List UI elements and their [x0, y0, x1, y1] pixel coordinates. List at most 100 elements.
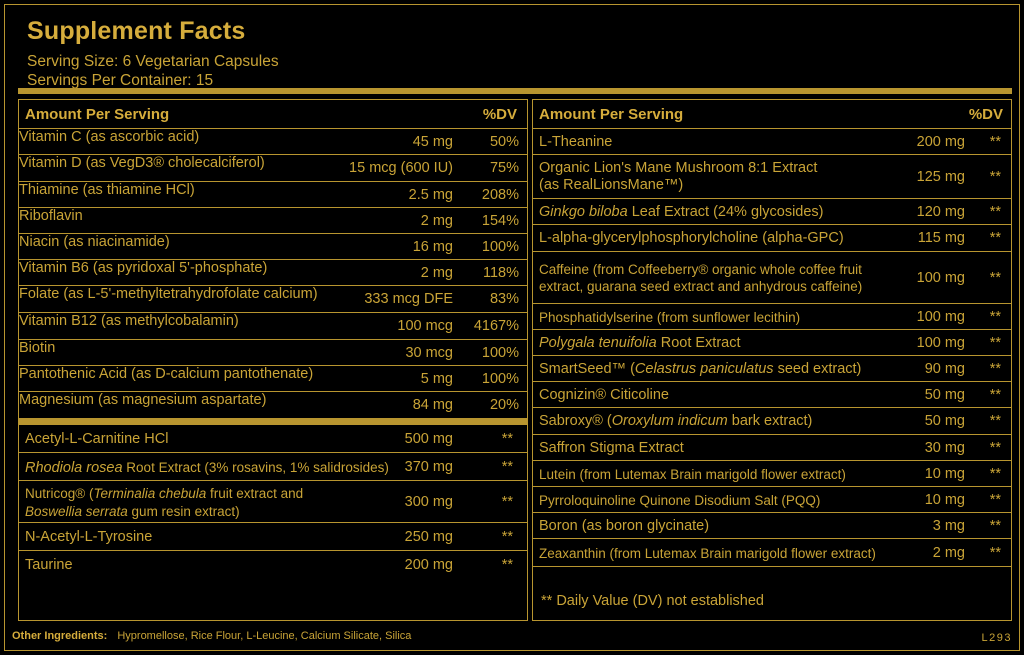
ingredient-name: SmartSeed™ (Celastrus paniculatus seed e…: [539, 361, 861, 378]
section-separator-bar: [19, 418, 527, 425]
ingredient-name: Organic Lion's Mane Mushroom 8:1 Extract…: [539, 160, 817, 194]
ingredient-dv: **: [989, 492, 1001, 508]
other-ingredients: Other Ingredients: Hypromellose, Rice Flo…: [12, 630, 411, 642]
ingredient-amount: 200 mg: [404, 557, 453, 573]
ingredient-name: Caffeine (from Coffeeberry® organic whol…: [539, 261, 862, 295]
ingredient-amount: 200 mg: [916, 134, 965, 150]
ingredient-row: Zeaxanthin (from Lutemax Brain marigold …: [533, 539, 1011, 567]
ingredient-row: Lutein (from Lutemax Brain marigold flow…: [533, 461, 1011, 487]
nutrient-row: Vitamin B12 (as methylcobalamin) 100 mcg 4…: [19, 313, 527, 340]
nutrient-row: Magnesium (as magnesium aspartate) 84 mg 2…: [19, 392, 527, 418]
ingredient-row: Taurine 200 mg **: [19, 551, 527, 579]
other-ingredients-text: Hypromellose, Rice Flour, L-Leucine, Cal…: [117, 630, 412, 642]
ingredient-name: Pyrroloquinoline Quinone Disodium Salt (…: [539, 493, 821, 508]
ingredient-row: Acetyl-L-Carnitine HCl 500 mg **: [19, 425, 527, 453]
ingredient-dv: **: [989, 361, 1001, 377]
ingredient-name-italic: Polygala tenuifolia: [539, 335, 657, 351]
nutrient-amount: 15 mcg (600 IU): [349, 160, 453, 176]
ingredient-name-part: fruit extract and: [206, 486, 304, 501]
nutrient-amount: 100 mcg: [397, 318, 453, 334]
ingredient-name-rest: Leaf Extract (24% glycosides): [627, 204, 824, 220]
ingredient-amount: 500 mg: [404, 431, 453, 447]
nutrient-name: Biotin: [19, 340, 56, 356]
ingredient-dv: **: [989, 204, 1001, 220]
right-column-header: Amount Per Serving %DV: [533, 100, 1011, 129]
nutrient-row: Riboflavin 2 mg 154%: [19, 208, 527, 234]
nutrient-amount: 2.5 mg: [408, 187, 453, 203]
amount-per-serving-heading: Amount Per Serving: [25, 106, 170, 123]
nutrient-row: Vitamin B6 (as pyridoxal 5'-phosphate) 2 …: [19, 260, 527, 286]
nutrient-name: Riboflavin: [19, 208, 83, 224]
ingredient-dv: **: [989, 270, 1001, 286]
nutrient-name: Thiamine (as thiamine HCl): [19, 182, 195, 198]
nutrient-amount: 2 mg: [420, 265, 453, 281]
ingredient-name-italic: Terminalia chebula: [93, 486, 207, 501]
left-column-header: Amount Per Serving %DV: [19, 100, 527, 129]
ingredient-row: Pyrroloquinoline Quinone Disodium Salt (…: [533, 487, 1011, 513]
nutrient-name: Vitamin C (as ascorbic acid): [19, 129, 200, 145]
ingredient-row: N-Acetyl-L-Tyrosine 250 mg **: [19, 523, 527, 551]
panel-title: Supplement Facts: [27, 17, 246, 45]
ingredient-name-part: Sabroxy® (: [539, 413, 612, 429]
nutrient-amount: 45 mg: [412, 134, 453, 150]
ingredient-dv: **: [989, 309, 1001, 325]
ingredient-dv: **: [989, 466, 1001, 482]
ingredient-dv: **: [989, 518, 1001, 534]
left-column: Amount Per Serving %DV Vitamin C (as asc…: [18, 99, 528, 621]
ingredient-name: Zeaxanthin (from Lutemax Brain marigold …: [539, 546, 876, 561]
nutrient-name: Pantothenic Acid (as D-calcium pantothen…: [19, 366, 314, 382]
nutrient-dv: 75%: [489, 160, 519, 176]
nutrient-dv: 50%: [489, 134, 519, 150]
nutrient-dv: 100%: [481, 371, 519, 387]
ingredient-name: Rhodiola rosea Root Extract (3% rosavins…: [25, 459, 389, 477]
ingredient-row: L-alpha-glycerylphosphorylcholine (alpha…: [533, 225, 1011, 252]
ingredient-name-rest: Root Extract: [656, 335, 741, 351]
ingredient-name-rest: seed extract): [773, 361, 862, 377]
ingredient-row: Boron (as boron glycinate) 3 mg **: [533, 513, 1011, 539]
nutrient-dv: 154%: [481, 213, 519, 229]
ingredient-amount: 125 mg: [916, 169, 965, 185]
ingredient-dv: **: [501, 459, 513, 475]
nutrient-row: Vitamin C (as ascorbic acid) 45 mg 50%: [19, 129, 527, 155]
ingredient-name-line: (as RealLionsMane™): [539, 177, 684, 193]
ingredient-name: L-alpha-glycerylphosphorylcholine (alpha…: [539, 230, 844, 246]
nutrient-dv: 83%: [489, 291, 519, 307]
ingredient-amount: 100 mg: [916, 309, 965, 325]
nutrient-row: Folate (as L-5'-methyltetrahydrofolate c…: [19, 286, 527, 313]
ingredient-dv: **: [989, 545, 1001, 561]
right-column: Amount Per Serving %DV L-Theanine 200 mg *…: [532, 99, 1012, 621]
nutrient-dv: 100%: [481, 345, 519, 361]
header-divider-bar: [18, 88, 1012, 94]
nutrient-row: Thiamine (as thiamine HCl) 2.5 mg 208%: [19, 182, 527, 208]
ingredient-amount: 2 mg: [932, 545, 965, 561]
ingredient-amount: 50 mg: [924, 387, 965, 403]
ingredient-row: Polygala tenuifolia Root Extract 100 mg **: [533, 330, 1011, 356]
ingredient-name: Nutricog® (Terminalia chebula fruit extr…: [25, 485, 303, 521]
nutrient-name: Magnesium (as magnesium aspartate): [19, 392, 267, 408]
ingredient-amount: 50 mg: [924, 413, 965, 429]
ingredient-name-italic: Rhodiola rosea: [25, 460, 123, 476]
nutrient-amount: 2 mg: [420, 213, 453, 229]
ingredient-amount: 10 mg: [924, 492, 965, 508]
nutrient-row: Pantothenic Acid (as D-calcium pantothen…: [19, 366, 527, 392]
ingredient-name-italic: Ginkgo biloba: [539, 204, 628, 220]
ingredient-amount: 3 mg: [932, 518, 965, 534]
ingredient-name-line: Caffeine (from Coffeeberry® organic whol…: [539, 262, 862, 277]
ingredient-name-rest: bark extract): [727, 413, 813, 429]
ingredient-name-italic: Boswellia serrata: [25, 504, 128, 519]
blend-list-right: L-Theanine 200 mg ** Organic Lion's Mane Mu…: [533, 129, 1011, 567]
ingredient-row: Organic Lion's Mane Mushroom 8:1 Extract…: [533, 155, 1011, 199]
ingredient-name: L-Theanine: [539, 134, 613, 150]
ingredient-name-part: gum resin extract): [127, 504, 240, 519]
ingredient-name: Acetyl-L-Carnitine HCl: [25, 431, 169, 447]
amount-per-serving-heading: Amount Per Serving: [539, 106, 684, 123]
ingredient-row: Sabroxy® (Oroxylum indicum bark extract)…: [533, 408, 1011, 435]
ingredient-name: Cognizin® Citicoline: [539, 387, 669, 403]
ingredient-name: Taurine: [25, 557, 73, 573]
vitamin-list: Vitamin C (as ascorbic acid) 45 mg 50% Vita…: [19, 129, 527, 418]
serving-size: Serving Size: 6 Vegetarian Capsules: [27, 53, 279, 70]
nutrient-name: Niacin (as niacinamide): [19, 234, 170, 250]
supplement-facts-panel: Supplement Facts Serving Size: 6 Vegetar…: [4, 4, 1020, 651]
lot-code: L293: [981, 632, 1012, 644]
ingredient-row: Cognizin® Citicoline 50 mg **: [533, 382, 1011, 408]
